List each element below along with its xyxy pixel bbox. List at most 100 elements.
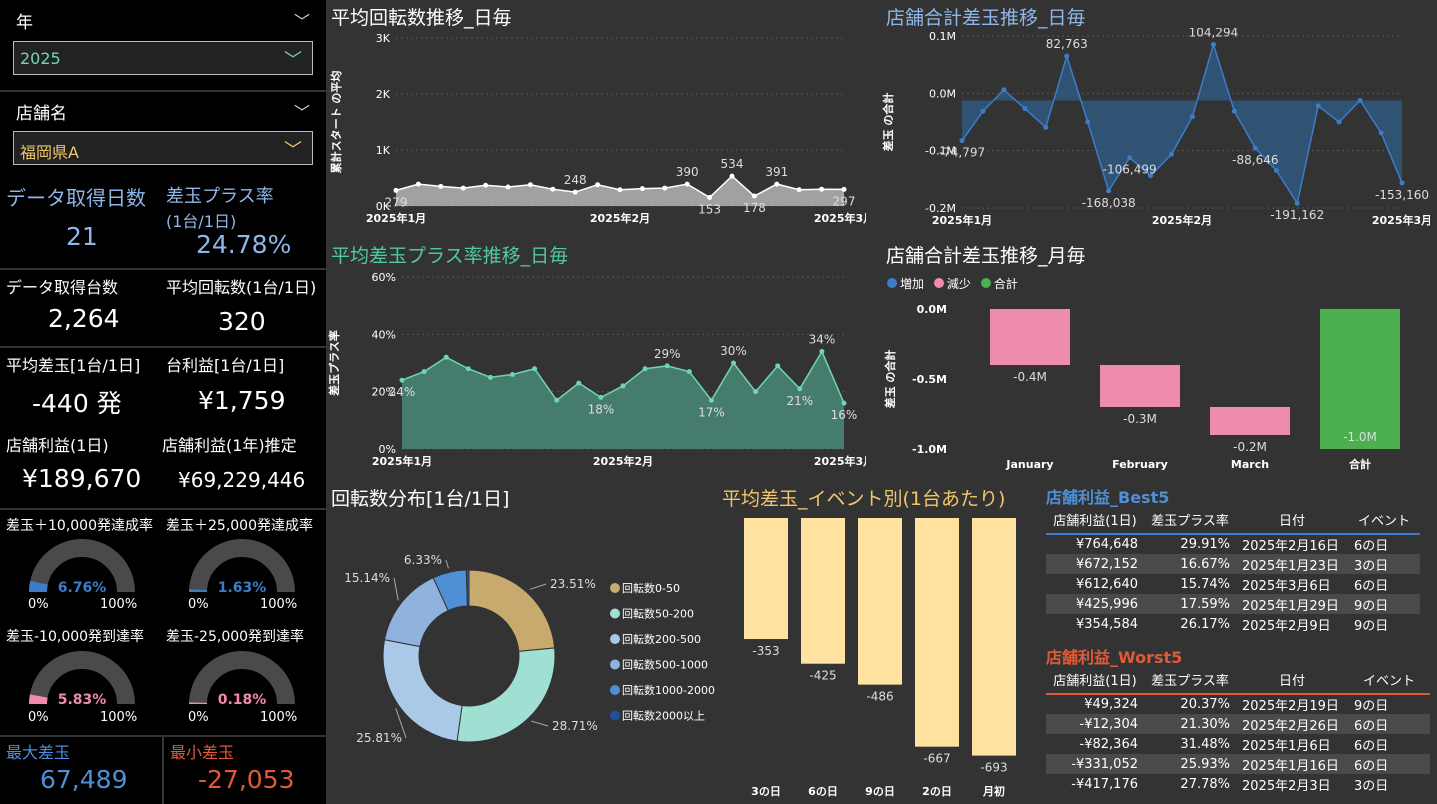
table-row[interactable]: ¥354,584 26.17% 2025年2月9日 9の日 xyxy=(1046,614,1420,634)
gauge-plus10000: 6.76% xyxy=(29,539,135,596)
gauge-track xyxy=(29,539,135,593)
table-row[interactable]: -¥331,052 25.93% 2025年1月16日 6の日 xyxy=(1046,754,1430,774)
table-cell: ¥764,648 xyxy=(1075,537,1138,552)
data-label: -0.3M xyxy=(1123,412,1157,426)
data-point xyxy=(1169,151,1175,157)
data-label: 153 xyxy=(698,202,721,216)
divider xyxy=(0,90,326,92)
kpi-store-profit-day-label: 店舗利益(1日) xyxy=(6,436,109,455)
table-cell: 2025年1月6日 xyxy=(1242,738,1331,754)
data-point xyxy=(662,185,668,191)
table-cell: 2025年2月16日 xyxy=(1242,539,1339,554)
data-point xyxy=(1001,87,1007,93)
x-tick-label: 2025年2月 xyxy=(1152,213,1212,227)
data-label: -0.2M xyxy=(1233,440,1267,454)
data-point xyxy=(980,108,986,114)
y-axis-label: 差玉 の合計 xyxy=(883,350,897,409)
column-header[interactable]: イベント xyxy=(1348,506,1420,535)
data-point xyxy=(598,394,604,400)
column-header[interactable]: 差玉プラス率 xyxy=(1144,666,1236,695)
table-row[interactable]: ¥764,648 29.91% 2025年2月16日 6の日 xyxy=(1046,534,1420,554)
table-cell: ¥354,584 xyxy=(1075,616,1138,632)
divider xyxy=(0,508,326,510)
legend-item: 回転数2000以上 xyxy=(622,710,705,723)
kpi-plus-rate-label: 差玉プラス率 xyxy=(166,186,274,207)
legend-item: 回転数0-50 xyxy=(622,582,680,595)
data-point xyxy=(1231,108,1237,114)
year-slicer-title: 年 xyxy=(16,13,33,33)
y-tick-label: -0.1M xyxy=(925,145,956,158)
data-label: -667 xyxy=(923,752,950,766)
data-label: 390 xyxy=(676,165,699,179)
gauge-label: 差玉＋10,000発達成率 xyxy=(6,518,153,534)
table-row[interactable]: ¥612,640 15.74% 2025年3月6日 6の日 xyxy=(1046,574,1420,594)
data-point xyxy=(483,182,489,188)
gauge-max: 100% xyxy=(100,597,138,612)
x-tick-label: 2025年3月 xyxy=(1372,213,1430,227)
column-header[interactable]: 日付 xyxy=(1236,666,1348,695)
leader-line xyxy=(393,577,399,601)
data-point xyxy=(617,187,623,193)
table-row[interactable]: -¥82,364 31.48% 2025年1月6日 6の日 xyxy=(1046,734,1430,754)
plus-rate-daily-chart: 0% 20% 40% 60% 差玉プラス率 24% 18% 29% 17% 30% 21% 34% 16… xyxy=(327,271,866,468)
legend-dot xyxy=(610,659,620,670)
x-tick-label: January xyxy=(1005,458,1053,471)
donut-slice xyxy=(456,647,556,743)
data-point xyxy=(1106,188,1112,194)
store-slicer-title: 店舗名 xyxy=(16,104,67,124)
data-point xyxy=(707,194,713,200)
data-point xyxy=(639,186,645,192)
chevron-down-icon[interactable]: ﹀ xyxy=(293,103,310,122)
kpi-store-profit-day-value: ¥189,670 xyxy=(22,464,142,493)
x-tick-label: 2025年1月 xyxy=(366,211,426,225)
data-point xyxy=(751,193,757,199)
legend-dot xyxy=(610,685,620,695)
data-point xyxy=(819,349,825,355)
data-point xyxy=(796,187,802,193)
data-point xyxy=(465,366,471,372)
data-label: 534 xyxy=(721,157,744,171)
table-row[interactable]: -¥417,176 27.78% 2025年2月3日 3の日 xyxy=(1046,774,1430,794)
data-point xyxy=(642,366,648,372)
y-tick-label: 3K xyxy=(376,32,391,45)
data-label: 104,294 xyxy=(1189,28,1239,39)
column-header[interactable]: 店舗利益(1日) xyxy=(1046,506,1144,535)
chevron-down-icon[interactable]: ﹀ xyxy=(293,12,310,31)
data-label: 21% xyxy=(786,394,813,408)
legend-dot xyxy=(610,583,620,593)
y-tick-label: 1K xyxy=(376,144,391,157)
table-row[interactable]: ¥425,996 17.59% 2025年1月29日 9の日 xyxy=(1046,594,1420,614)
table-cell: 3の日 xyxy=(1354,778,1389,794)
sidebar: 年 ﹀ 2025 ﹀ 店舗名 ﹀ 福岡県A ﹀ データ取得日数 21 差玉プラス… xyxy=(0,0,326,804)
table-row[interactable]: ¥49,324 20.37% 2025年2月19日 9の日 xyxy=(1046,694,1430,714)
legend-item: 回転数200-500 xyxy=(622,633,701,646)
table-row[interactable]: ¥672,152 16.67% 2025年1月23日 3の日 xyxy=(1046,554,1420,574)
gauge-minus25000: 0.18% xyxy=(189,651,295,708)
column-header[interactable]: イベント xyxy=(1348,666,1430,695)
table-cell: -¥12,304 xyxy=(1046,714,1144,734)
legend-dot xyxy=(610,608,620,619)
kpi-days-label: データ取得日数 xyxy=(6,186,146,210)
data-point xyxy=(1189,114,1195,120)
column-header[interactable]: 店舗利益(1日) xyxy=(1046,666,1144,695)
data-point xyxy=(774,181,780,187)
data-label: -74,797 xyxy=(939,146,985,160)
column-header[interactable]: 日付 xyxy=(1236,506,1348,535)
column-header[interactable]: 差玉プラス率 xyxy=(1144,506,1236,535)
table-header-row: 店舗利益(1日) 差玉プラス率 日付 イベント xyxy=(1046,666,1430,695)
store-dropdown[interactable]: 福岡県A ﹀ xyxy=(13,131,313,165)
table-cell: -¥417,176 xyxy=(1071,776,1138,792)
data-point xyxy=(729,173,735,179)
table-row[interactable]: -¥12,304 21.30% 2025年2月26日 6の日 xyxy=(1046,714,1430,734)
year-dropdown[interactable]: 2025 ﹀ xyxy=(13,41,313,75)
legend-item: 回転数50-200 xyxy=(622,608,694,621)
table-header-row: 店舗利益(1日) 差玉プラス率 日付 イベント xyxy=(1046,506,1420,535)
data-label: 25.81% xyxy=(356,731,402,745)
data-point xyxy=(595,182,601,188)
x-tick-label: 2025年2月 xyxy=(590,211,650,225)
data-label: -693 xyxy=(980,761,1007,775)
kpi-store-profit-year-label: 店舗利益(1年)推定 xyxy=(162,436,297,455)
data-label: -486 xyxy=(866,690,893,704)
x-tick-label: 9の日 xyxy=(865,785,895,798)
gauge-value: 0.18% xyxy=(218,692,267,708)
